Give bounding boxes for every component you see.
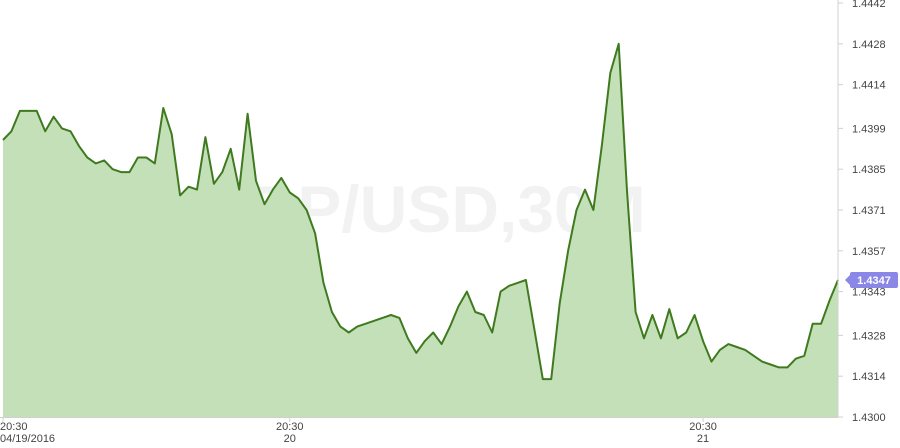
x-tick-date-label: 20 — [284, 433, 296, 445]
x-tick-time-label: 20:30 — [0, 421, 28, 433]
y-tick-label: 1.4357 — [852, 246, 886, 258]
y-tick-label: 1.4328 — [852, 330, 886, 342]
y-tick-label: 1.4414 — [852, 80, 886, 92]
last-price-badge-pointer — [845, 274, 850, 285]
x-tick-time-label: 20:30 — [276, 421, 304, 433]
y-tick-label: 1.4300 — [852, 412, 886, 424]
price-line — [2, 42, 839, 381]
x-tick-date-label: 04/19/2016 — [0, 433, 55, 445]
y-tick-label: 1.4385 — [852, 164, 886, 176]
last-price-value: 1.4347 — [857, 275, 891, 287]
x-tick-date-label: 21 — [697, 433, 709, 445]
y-tick-label: 1.4442 — [852, 0, 886, 10]
y-tick-label: 1.4428 — [852, 39, 886, 51]
ticks-layer: 1.4442 1.4428 1.4414 1.4399 1.4385 1.4371 1.43… — [0, 0, 886, 445]
y-tick-label: 1.4371 — [852, 205, 886, 217]
last-price-badge: 1.4347 — [845, 271, 898, 288]
y-tick-label: 1.4399 — [852, 123, 886, 135]
price-area — [3, 43, 838, 418]
last-price-badge-bg — [850, 271, 898, 288]
y-tick-label: 1.4343 — [852, 287, 886, 299]
area-layer — [2, 42, 839, 418]
x-tick-time-label: 20:30 — [689, 421, 717, 433]
axes-layer — [0, 0, 839, 418]
y-tick-label: 1.4314 — [852, 371, 886, 383]
